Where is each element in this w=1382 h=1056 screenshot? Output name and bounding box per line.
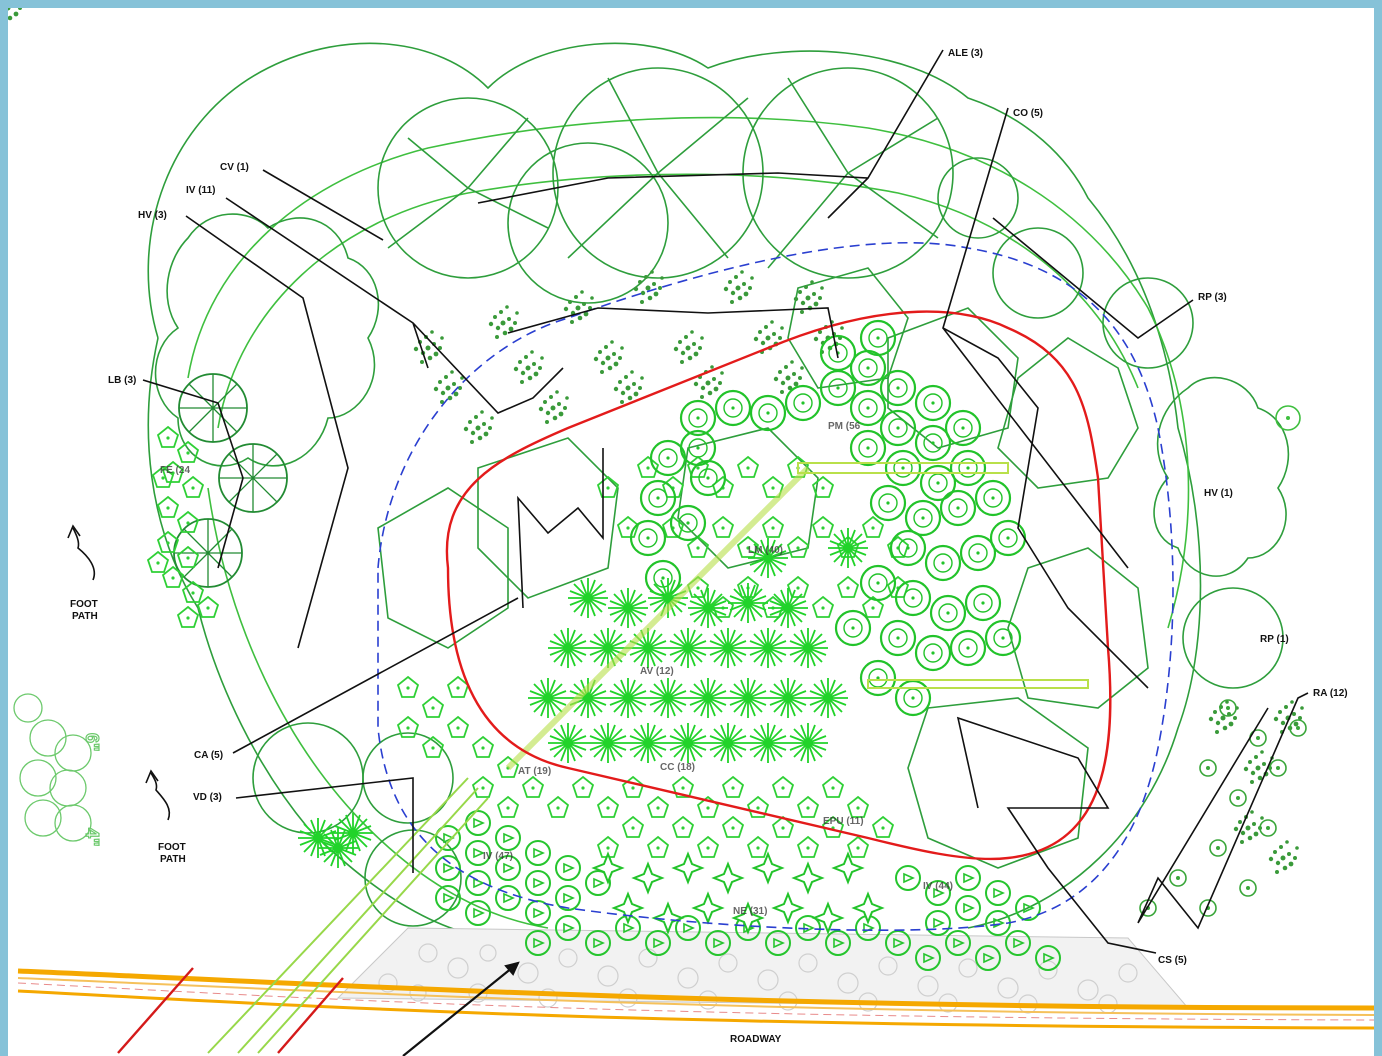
shrub-ra-group <box>1139 405 1307 917</box>
label-epu: EPU (11) <box>823 816 864 827</box>
label-cs: CS (5) <box>1158 955 1187 966</box>
label-rp-1: RP (1) <box>1260 634 1289 645</box>
roadway <box>17 777 1374 1054</box>
label-fe: FE (24 <box>160 465 190 476</box>
planting-plan-canvas: ALE (3) CO (5) CV (1) IV (11) HV (3) RP … <box>8 8 1374 1056</box>
plant-labels: ALE (3) CO (5) CV (1) IV (11) HV (3) RP … <box>70 48 1348 1045</box>
label-iv-44: IV (44) <box>923 881 953 892</box>
label-pm: PM (56 <box>828 421 861 432</box>
label-hv-1: HV (1) <box>1204 488 1233 499</box>
north-arrow <box>402 961 520 1056</box>
label-roadway: ROADWAY <box>730 1034 782 1045</box>
label-dimension-4in: 4" <box>82 828 102 847</box>
tree-canopy-layer <box>147 42 1290 939</box>
label-cc: CC (18) <box>660 762 695 773</box>
label-lm: LM (40) <box>748 545 783 556</box>
label-foot-path-upper-2: PATH <box>72 611 98 622</box>
dashed-boundary <box>377 241 1174 932</box>
foot-path-arrow-lower <box>145 769 171 821</box>
label-ne: NE (31) <box>733 906 767 917</box>
label-rp-3: RP (3) <box>1198 292 1227 303</box>
label-at: AT (19) <box>518 766 551 777</box>
label-foot-path-lower-1: FOOT <box>158 842 186 853</box>
tree-lb-group <box>173 373 288 588</box>
shrub-cluster-iv <box>8 8 1304 874</box>
gravel-area <box>336 927 1190 1014</box>
label-cv: CV (1) <box>220 162 249 173</box>
label-ra: RA (12) <box>1313 688 1348 699</box>
label-hv-3: HV (3) <box>138 210 167 221</box>
label-av: AV (12) <box>640 666 674 677</box>
leader-lines <box>142 49 1309 954</box>
label-lb: LB (3) <box>108 375 136 386</box>
label-ale: ALE (3) <box>948 48 983 59</box>
foot-path-arrow-upper <box>67 524 96 581</box>
bed-edging <box>505 462 1089 771</box>
label-co: CO (5) <box>1013 108 1043 119</box>
label-ca: CA (5) <box>194 750 223 761</box>
dimension-sketch <box>13 693 92 842</box>
label-vd: VD (3) <box>193 792 222 803</box>
label-iv-11: IV (11) <box>186 185 215 196</box>
label-foot-path-upper-1: FOOT <box>70 599 98 610</box>
label-foot-path-lower-2: PATH <box>160 854 186 865</box>
shrub-cc-field <box>397 456 909 858</box>
label-iv-47: IV (47) <box>483 851 513 862</box>
label-dimension-6in: 6" <box>82 733 102 752</box>
planting-plan: ALE (3) CO (5) CV (1) IV (11) HV (3) RP … <box>8 8 1374 1056</box>
